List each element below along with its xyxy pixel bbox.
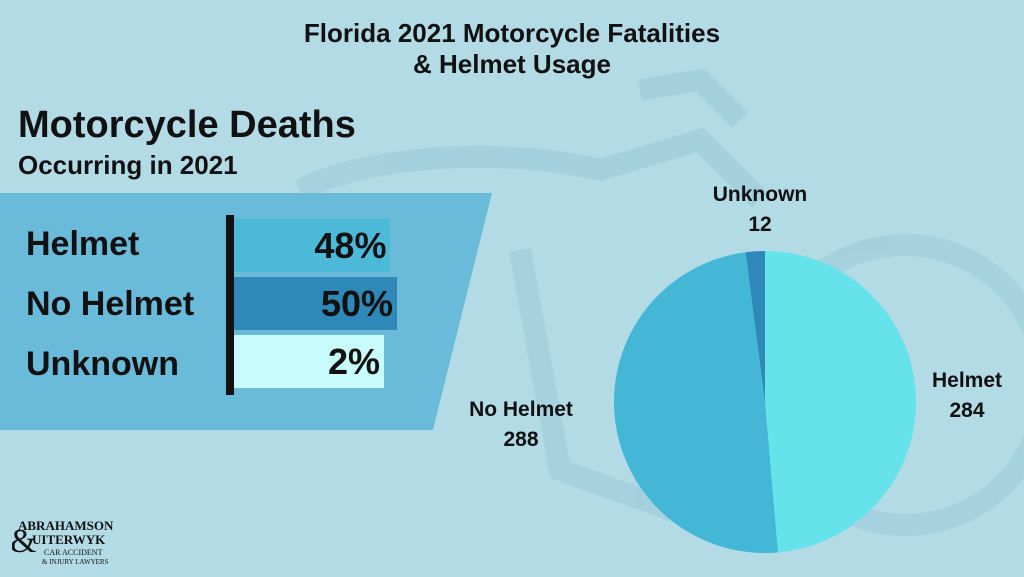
pie-label-helmet-value: 284 [949, 399, 985, 422]
pie-label-unknown: Unknown 12 [700, 180, 820, 240]
pie-label-helmet: Helmet 284 [912, 366, 1022, 426]
law-firm-logo: ABRAHAMSON & UITERWYK CAR ACCIDENT & INJ… [12, 518, 114, 566]
bar-helmet [234, 219, 391, 272]
bar-value-helmet: 48% [314, 225, 387, 266]
svg-text:UITERWYK: UITERWYK [32, 532, 106, 547]
chart-title-line2: & Helmet Usage [413, 49, 611, 79]
bar-value-unknown: 2% [327, 341, 380, 382]
pie-slice-unknown [745, 251, 765, 402]
pie-label-no-helmet-value: 288 [503, 428, 539, 451]
bar-axis-line [226, 215, 234, 395]
svg-text:CAR ACCIDENT: CAR ACCIDENT [44, 548, 103, 557]
pie-slice-no-helmet [613, 252, 778, 554]
svg-text:ABRAHAMSON: ABRAHAMSON [18, 518, 114, 533]
chart-title: Florida 2021 Motorcycle Fatalities & Hel… [0, 18, 1024, 80]
bar-unknown [234, 335, 384, 388]
bar-label-no-helmet: No Helmet [26, 285, 195, 323]
pie-label-unknown-value: 12 [748, 213, 772, 236]
svg-text:& INJURY LAWYERS: & INJURY LAWYERS [42, 558, 109, 566]
pie-label-no-helmet-name: No Helmet [469, 398, 573, 421]
bar-no-helmet [234, 277, 397, 330]
pie-slice-helmet [765, 251, 917, 553]
pie-label-unknown-name: Unknown [712, 183, 808, 206]
panel-heading: Motorcycle Deaths [18, 104, 356, 146]
chart-title-line1: Florida 2021 Motorcycle Fatalities [303, 18, 721, 48]
pie-label-no-helmet: No Helmet 288 [456, 395, 586, 455]
bar-value-no-helmet: 50% [320, 283, 393, 324]
bar-label-unknown: Unknown [26, 345, 179, 383]
svg-text:&: & [12, 523, 36, 560]
bar-label-helmet: Helmet [26, 225, 140, 263]
pie-label-helmet-name: Helmet [931, 369, 1003, 392]
panel-subheading: Occurring in 2021 [18, 150, 238, 180]
